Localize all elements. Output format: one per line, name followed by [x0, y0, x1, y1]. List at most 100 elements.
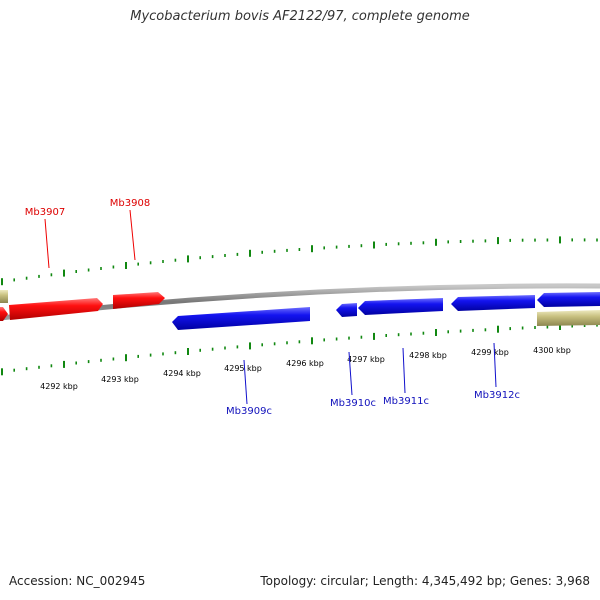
major-tick [1, 278, 3, 286]
gene-label-mb3910c[interactable]: Mb3910c [330, 398, 376, 409]
minor-tick [261, 250, 263, 254]
gene-label-mb3908[interactable]: Mb3908 [110, 198, 150, 209]
inner-tick-track [1, 323, 598, 376]
minor-tick [410, 332, 412, 336]
minor-tick [422, 331, 425, 335]
major-tick [435, 329, 437, 336]
outer-tick-track [1, 236, 598, 286]
minor-tick [509, 327, 511, 331]
reverse-gene-mb3909c[interactable] [172, 307, 310, 330]
reverse-gene-mb3910c[interactable] [336, 303, 357, 317]
reverse-gene-mb3911c[interactable] [358, 298, 443, 315]
position-label: 4296 kbp [286, 359, 324, 368]
major-tick [249, 342, 251, 350]
minor-tick [224, 346, 226, 350]
minor-tick [273, 342, 276, 346]
position-label: 4292 kbp [40, 382, 78, 391]
other-feature-left[interactable] [0, 290, 8, 303]
minor-tick [13, 278, 15, 282]
feature-track [0, 290, 600, 330]
major-tick [63, 360, 65, 368]
minor-tick [546, 238, 549, 242]
minor-tick [534, 238, 536, 242]
minor-tick [360, 244, 363, 248]
accession-label: Accession: NC_002945 [9, 574, 146, 588]
minor-tick [385, 334, 387, 337]
major-tick [559, 236, 561, 244]
minor-tick [25, 276, 28, 280]
position-label: 4298 kbp [409, 351, 447, 360]
minor-tick [273, 249, 276, 253]
minor-tick [286, 248, 288, 252]
minor-tick [410, 241, 412, 245]
reverse-gene-mb3912c[interactable] [451, 295, 535, 311]
minor-tick [87, 360, 90, 364]
minor-tick [286, 341, 288, 345]
minor-tick [298, 340, 301, 344]
map-title: Mycobacterium bovis AF2122/97, complete … [130, 9, 470, 24]
major-tick [125, 354, 127, 362]
forward-gene-left-edge[interactable] [0, 307, 8, 321]
gene-label-mb3912c[interactable]: Mb3912c [474, 390, 520, 401]
minor-tick [224, 254, 226, 257]
major-tick [187, 348, 189, 355]
major-tick [373, 332, 375, 340]
major-tick [1, 368, 3, 376]
minor-tick [484, 328, 487, 332]
minor-tick [422, 241, 425, 245]
genome-summary-label: Topology: circular; Length: 4,345,492 bp… [260, 574, 590, 588]
minor-tick [75, 270, 77, 273]
minor-tick [236, 252, 239, 256]
minor-tick [521, 326, 524, 330]
major-tick [311, 337, 313, 345]
major-tick [373, 241, 375, 249]
minor-tick [546, 325, 549, 329]
minor-tick [13, 368, 15, 372]
position-label: 4297 kbp [347, 355, 385, 364]
minor-tick [199, 348, 201, 352]
reverse-gene-right[interactable] [537, 292, 600, 307]
minor-tick [447, 240, 449, 244]
gene-label-leader [402, 347, 406, 394]
forward-gene-mb3908[interactable] [113, 292, 165, 309]
minor-tick [211, 347, 214, 351]
minor-tick [162, 352, 164, 356]
minor-tick [397, 333, 400, 337]
gene-label-leader [493, 342, 497, 388]
minor-tick [211, 255, 214, 259]
major-tick [497, 325, 499, 333]
minor-tick [360, 335, 363, 339]
other-feature-right[interactable] [537, 310, 600, 326]
minor-tick [459, 240, 462, 243]
major-tick [249, 249, 251, 257]
gene-label-mb3911c[interactable]: Mb3911c [383, 396, 429, 407]
minor-tick [596, 323, 598, 327]
minor-tick [50, 364, 53, 368]
gene-label-leader [44, 218, 50, 269]
position-label: 4300 kbp [533, 346, 571, 355]
major-tick [435, 238, 437, 246]
gene-labels: Mb3907 Mb3908 Mb3909c Mb3910c Mb3911c Mb… [25, 198, 520, 417]
minor-tick [521, 238, 524, 242]
minor-tick [162, 260, 164, 263]
minor-tick [472, 328, 474, 332]
minor-tick [447, 330, 449, 334]
minor-tick [38, 274, 40, 278]
gene-label-mb3909c[interactable]: Mb3909c [226, 406, 272, 417]
position-label: 4293 kbp [101, 375, 139, 384]
minor-tick [112, 265, 115, 269]
minor-tick [137, 354, 139, 358]
minor-tick [571, 238, 573, 242]
gene-label-leader [348, 351, 353, 396]
forward-gene-mb3907[interactable] [9, 298, 103, 320]
minor-tick [484, 239, 487, 243]
major-tick [125, 262, 127, 269]
minor-tick [583, 238, 586, 242]
position-label: 4294 kbp [163, 369, 201, 378]
major-tick [311, 245, 313, 253]
gene-label-mb3907[interactable]: Mb3907 [25, 207, 65, 218]
minor-tick [534, 326, 536, 329]
minor-tick [323, 338, 325, 342]
minor-tick [583, 324, 586, 327]
